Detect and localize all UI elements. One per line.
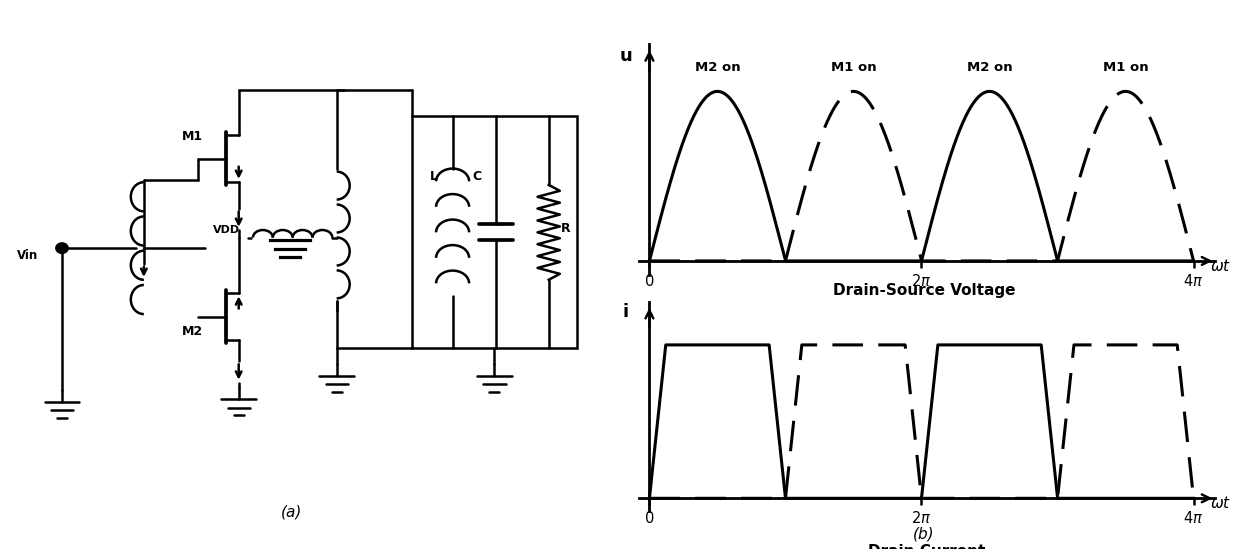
Text: C: C [472,170,482,183]
Text: u: u [619,47,632,65]
Text: Vin: Vin [17,249,38,262]
Text: $\omega t$: $\omega t$ [1210,495,1231,511]
Text: (b): (b) [913,526,935,541]
Bar [412,116,577,348]
Text: VDD: VDD [213,225,241,235]
Text: M2 on: M2 on [967,61,1012,74]
Text: $\omega t$: $\omega t$ [1210,258,1231,274]
Legend: M1, M2: M1, M2 [810,0,1044,5]
Text: Drain Current: Drain Current [868,545,986,549]
Circle shape [56,243,68,254]
Text: L: L [430,170,438,183]
Text: i: i [622,303,629,321]
Text: (a): (a) [280,504,303,519]
Text: R: R [562,222,570,236]
Text: M2 on: M2 on [694,61,740,74]
Text: M2: M2 [181,325,203,338]
Text: M1 on: M1 on [1102,61,1148,74]
Text: M1 on: M1 on [831,61,877,74]
Text: Drain-Source Voltage: Drain-Source Voltage [832,283,1016,298]
Text: M1: M1 [181,130,203,143]
